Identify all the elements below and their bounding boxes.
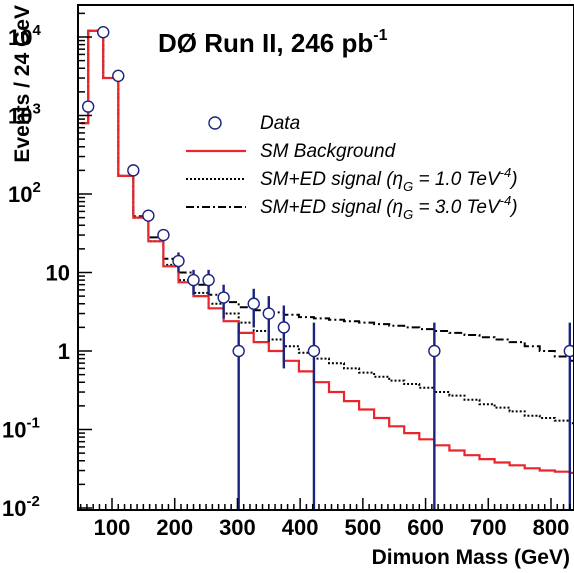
- data-point: [157, 228, 170, 242]
- data-point: [247, 297, 260, 310]
- legend-label: SM+ED signal (ηG = 1.0 TeV-4): [260, 165, 518, 194]
- data-point: [262, 307, 275, 320]
- y-tick-label: 103: [8, 101, 41, 129]
- chart-title: DØ Run II, 246 pb-1: [158, 27, 388, 58]
- x-tick-label: 200: [156, 515, 193, 540]
- data-point: [232, 344, 245, 358]
- y-axis-title: Events / 24 GeV: [11, 5, 34, 163]
- data-points-layer: [81, 26, 574, 509]
- legend-label: Data: [260, 113, 300, 134]
- y-axis-tick-labels: 10-2 10-1 1 10 102 103 104: [2, 22, 70, 521]
- y-tick-label: 102: [8, 179, 41, 207]
- histogram-layer: [80, 29, 573, 474]
- data-point: [428, 344, 441, 358]
- data-point: [187, 273, 200, 287]
- x-axis-title: Dimuon Mass (GeV): [372, 546, 570, 569]
- x-axis-tick-labels: 100 200 300 400 500 600 700 800: [94, 515, 570, 540]
- data-point: [97, 26, 110, 39]
- x-tick-label: 300: [219, 515, 256, 540]
- x-tick-label: 100: [94, 515, 131, 540]
- legend: Data SM Background SM+ED signal (ηG = 1.0 …: [186, 113, 518, 222]
- data-point: [217, 291, 230, 304]
- legend-label: SM Background: [260, 141, 397, 162]
- x-tick-label: 400: [282, 515, 319, 540]
- data-point: [563, 344, 574, 358]
- x-tick-label: 600: [407, 515, 444, 540]
- y-tick-label: 1: [58, 339, 70, 364]
- legend-label: SM+ED signal (ηG = 3.0 TeV-4): [260, 193, 518, 222]
- x-tick-label: 800: [533, 515, 570, 540]
- y-tick-label: 10: [46, 261, 70, 286]
- x-tick-label: 700: [470, 515, 507, 540]
- data-point: [307, 344, 321, 358]
- x-tick-label: 500: [344, 515, 381, 540]
- data-point: [142, 209, 155, 222]
- series-solid-line: [80, 29, 573, 474]
- axis-ticks: [78, 12, 571, 510]
- legend-data-marker: [208, 116, 222, 130]
- series-dotted-line: [80, 29, 573, 425]
- data-point: [202, 273, 215, 287]
- data-point: [81, 100, 95, 113]
- data-point: [277, 321, 291, 334]
- y-tick-label: 104: [8, 22, 41, 50]
- data-point: [172, 254, 185, 268]
- y-tick-label: 10-2: [2, 493, 40, 521]
- data-point: [127, 164, 140, 177]
- plot-frame: [77, 4, 574, 511]
- y-tick-label: 10-1: [2, 415, 40, 443]
- data-point: [112, 69, 125, 83]
